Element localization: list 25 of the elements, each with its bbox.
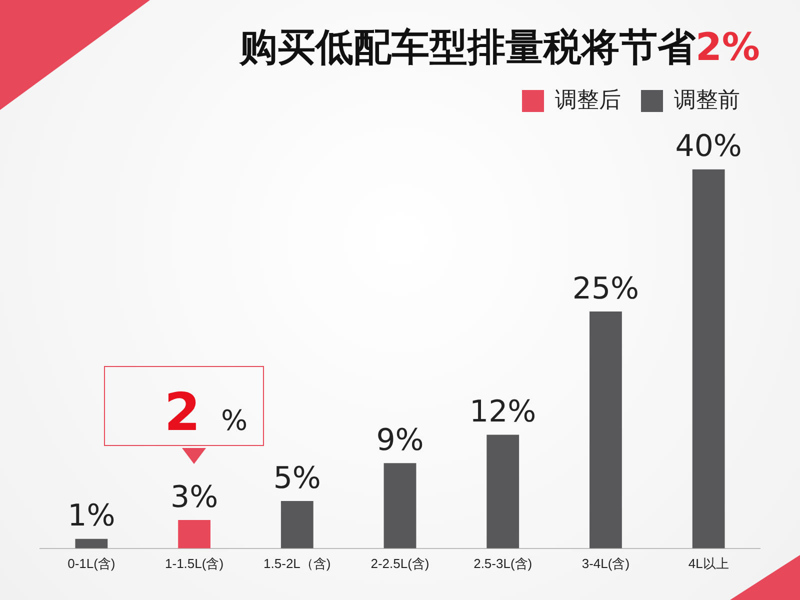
bar bbox=[590, 312, 622, 548]
bar bbox=[280, 501, 314, 548]
bar bbox=[384, 463, 416, 548]
bar bbox=[692, 169, 725, 548]
x-tick-label: 1.5-2L（含) bbox=[264, 556, 331, 571]
legend-label: 调整后 bbox=[555, 87, 621, 112]
x-tick-label: 2-2.5L(含) bbox=[370, 556, 430, 571]
data-label: 5% bbox=[273, 460, 321, 496]
data-label: 40% bbox=[675, 129, 742, 164]
data-label: 9% bbox=[376, 422, 424, 458]
chart-title: 购买低配车型排量税将节省2% bbox=[239, 25, 760, 69]
x-tick-label: 3-4L(含) bbox=[582, 556, 630, 571]
legend-label: 调整前 bbox=[674, 87, 740, 112]
bar bbox=[178, 520, 210, 548]
bar bbox=[486, 434, 520, 548]
x-tick-label: 1-1.5L(含) bbox=[165, 556, 224, 571]
data-label: 3% bbox=[170, 480, 218, 515]
bar bbox=[75, 538, 108, 548]
data-label: 1% bbox=[68, 498, 116, 534]
x-tick-label: 0-1L(含) bbox=[68, 556, 116, 571]
x-tick-label: 4L以上 bbox=[688, 556, 729, 571]
annotation: 2 % bbox=[164, 382, 248, 443]
data-label: 25% bbox=[572, 271, 640, 306]
x-tick-label: 2.5-3L(含) bbox=[474, 556, 532, 571]
data-label: 12% bbox=[470, 394, 536, 430]
